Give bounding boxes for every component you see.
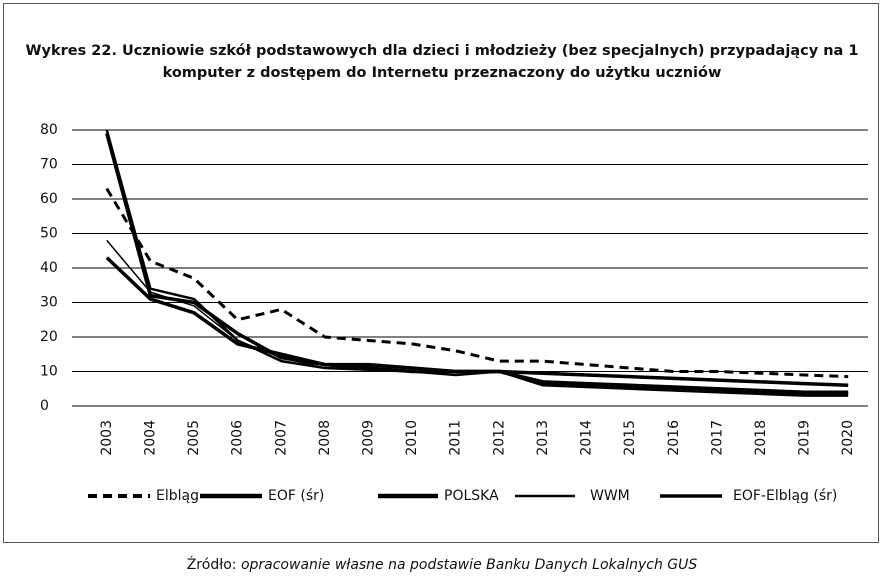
y-tick-label: 70 <box>40 157 58 173</box>
y-tick-label: 20 <box>40 329 58 345</box>
y-tick-label: 30 <box>40 295 58 311</box>
x-tick-label: 2004 <box>142 420 158 456</box>
source-note: Źródło: opracowanie własne na podstawie … <box>0 557 884 573</box>
x-tick-label: 2019 <box>797 420 813 456</box>
x-tick-label: 2015 <box>622 420 638 456</box>
x-tick-label: 2014 <box>579 420 595 456</box>
series-line <box>105 132 849 388</box>
series-line <box>105 129 849 397</box>
x-tick-label: 2005 <box>186 420 202 456</box>
x-tick-label: 2016 <box>666 420 682 456</box>
source-text: opracowanie własne na podstawie Banku Da… <box>240 557 698 573</box>
chart-title: Wykres 22. Uczniowie szkół podstawowych … <box>25 43 859 81</box>
x-tick-label: 2012 <box>491 420 507 456</box>
x-tick-label: 2017 <box>709 420 725 456</box>
series-line <box>105 187 849 379</box>
chart-frame <box>3 3 879 543</box>
legend-label: EOF (śr) <box>268 488 324 504</box>
legend-label: POLSKA <box>444 488 499 504</box>
source-label: Źródło: <box>186 557 237 573</box>
legend-label: EOF-Elbląg (śr) <box>733 488 837 504</box>
x-tick-label: 2010 <box>404 420 420 456</box>
legend-label: WWM <box>590 488 630 504</box>
x-tick-label: 2006 <box>230 420 246 456</box>
series-line <box>105 256 849 394</box>
y-tick-label: 80 <box>40 122 58 138</box>
y-tick-label: 50 <box>40 226 58 242</box>
x-tick-label: 2013 <box>535 420 551 456</box>
x-tick-label: 2018 <box>753 420 769 456</box>
x-tick-label: 2009 <box>360 420 376 456</box>
x-tick-label: 2007 <box>273 420 289 456</box>
x-tick-label: 2003 <box>99 420 115 456</box>
y-tick-label: 10 <box>40 364 58 380</box>
y-tick-label: 0 <box>40 398 49 414</box>
x-tick-label: 2008 <box>317 420 333 456</box>
x-tick-label: 2011 <box>448 420 464 456</box>
y-tick-label: 40 <box>40 260 58 276</box>
y-tick-label: 60 <box>40 191 58 207</box>
legend-label: Elbląg <box>156 488 199 504</box>
x-tick-label: 2020 <box>840 420 856 456</box>
